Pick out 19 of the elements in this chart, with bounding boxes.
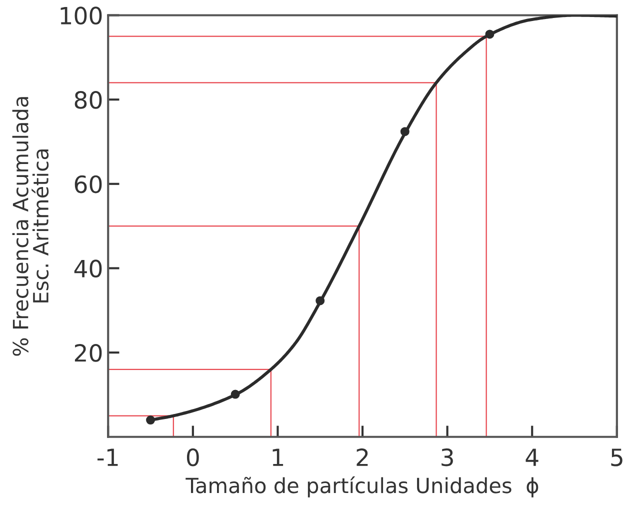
x-tick-label: 2 (356, 448, 368, 466)
point (230, 390, 240, 399)
y-tick-label: 40 (74, 260, 102, 278)
y-tick-label: 100 (60, 6, 102, 25)
x-tick-label: 0 (186, 448, 199, 466)
x-tick-label: 1 (272, 448, 284, 466)
point (146, 416, 156, 425)
x-tick-label: -1 (98, 448, 118, 466)
y-axis-title: % Frecuencia Acumulada Esc. Aritmética (12, 97, 49, 356)
y-tick-label: 60 (74, 175, 102, 194)
x-tick-label: 3 (442, 448, 453, 466)
x-tick-label: 4 (526, 448, 538, 466)
y-tick-label: 80 (74, 91, 102, 109)
point (400, 127, 410, 136)
x-tick-label: 5 (611, 448, 622, 466)
x-axis-title: Tamaño de partículas Unidades ϕ (186, 476, 538, 498)
point (485, 30, 494, 39)
y-tick-label: 20 (74, 344, 102, 362)
point (316, 296, 325, 306)
